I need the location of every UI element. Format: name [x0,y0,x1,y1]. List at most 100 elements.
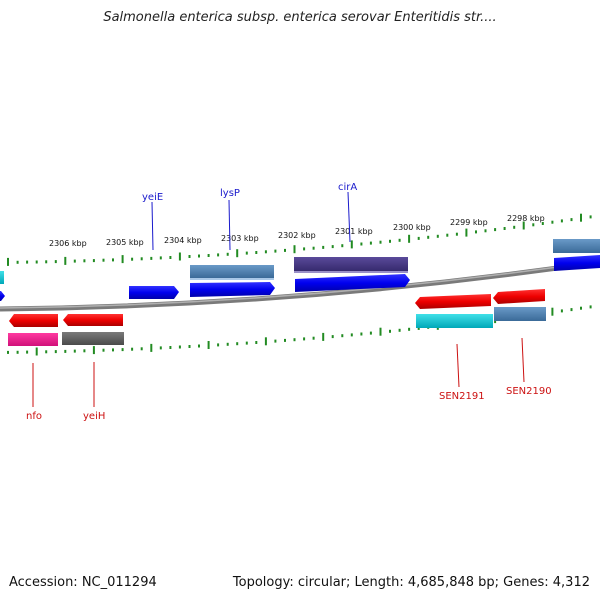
minor-tick [284,248,286,252]
minor-tick [369,331,372,335]
minor-tick [198,344,200,348]
gene-label[interactable]: nfo [26,411,42,422]
kbp-label: 2303 kbp [221,234,259,243]
kbp-label: 2304 kbp [164,236,202,245]
kbp-label: 2298 kbp [507,214,545,223]
kbp-scale: 2306 kbp 2305 kbp 2304 kbp 2303 kbp 2302… [49,214,545,248]
gene-label[interactable]: SEN2190 [506,386,552,397]
minor-tick [102,348,105,352]
major-tick [7,257,9,266]
minor-tick [274,339,277,343]
minor-tick [360,242,363,246]
gene-arrow[interactable] [63,314,123,326]
lower-strand-genes [8,289,546,346]
minor-tick [188,255,191,258]
minor-tick [293,338,296,342]
label-leader-line [151,201,154,251]
major-tick [92,346,95,355]
minor-tick [369,241,372,245]
minor-tick [331,335,334,339]
minor-tick [408,327,411,331]
minor-tick [513,225,516,229]
minor-tick [217,253,220,257]
minor-tick [131,257,134,261]
minor-tick [217,343,220,347]
gene-arrow[interactable] [415,294,491,309]
gene-arrow[interactable] [554,255,600,271]
minor-tick [503,227,506,230]
minor-tick [322,245,325,249]
label-leader-line [228,199,231,251]
minor-tick [92,259,95,263]
gene-block[interactable] [190,265,274,278]
label-leader-line [347,191,351,243]
minor-tick [7,350,9,354]
gene-arrow[interactable] [190,282,275,297]
minor-tick [54,350,57,354]
gene-arrow[interactable] [0,291,5,301]
minor-tick [16,260,19,264]
minor-tick [551,220,554,224]
gene-label[interactable]: lysP [220,188,240,199]
gene-block[interactable] [553,239,600,253]
gene-block[interactable] [62,332,124,345]
minor-tick [312,246,315,250]
minor-tick [484,229,487,233]
label-leader-line [456,343,460,388]
gene-label[interactable]: yeiH [83,411,105,422]
minor-tick [140,347,143,351]
gene-block[interactable] [8,333,58,346]
minor-tick [245,341,248,345]
minor-tick [475,230,477,234]
gene-block[interactable] [494,307,546,321]
minor-tick [178,345,181,349]
upper-strand-genes [0,239,600,301]
lower-gene-labels: nfo yeiH SEN2191 SEN2190 [26,337,552,422]
minor-tick [417,236,420,240]
gene-arrow[interactable] [493,289,545,304]
minor-tick [121,348,124,352]
gene-label[interactable]: cirA [338,182,357,193]
minor-tick [226,252,229,256]
minor-tick [169,346,172,349]
gene-block[interactable] [294,257,408,271]
minor-tick [570,308,573,312]
gene-label[interactable]: yeiE [142,192,163,203]
minor-tick [589,305,592,309]
minor-tick [16,350,19,354]
minor-tick [131,347,134,351]
gene-block[interactable] [416,314,493,328]
minor-tick [379,240,382,244]
minor-tick [570,218,573,222]
major-tick [236,249,239,258]
major-tick [379,327,382,336]
minor-tick [188,345,191,348]
minor-tick [83,349,86,353]
gene-arrow[interactable] [9,314,58,327]
major-tick [580,213,582,222]
minor-tick [264,250,267,254]
gene-arrow[interactable] [129,286,179,299]
minor-tick [398,328,401,332]
minor-tick [245,251,248,255]
kbp-label: 2302 kbp [278,231,316,240]
kbp-label: 2300 kbp [393,223,431,232]
upper-tick-row [7,213,592,266]
minor-tick [150,256,153,260]
minor-tick [64,349,67,353]
minor-tick [560,309,563,313]
gene-block[interactable] [0,271,4,284]
minor-tick [83,259,86,263]
minor-tick [303,247,306,251]
gene-shadow [294,271,408,273]
minor-tick [26,350,29,354]
minor-tick [236,342,239,346]
major-tick [350,240,353,249]
gene-arrow[interactable] [295,274,410,292]
minor-tick [398,238,401,242]
major-tick [551,307,554,316]
minor-tick [312,336,315,340]
minor-tick [112,258,114,262]
minor-tick [341,244,344,248]
gene-label[interactable]: SEN2191 [439,391,485,402]
